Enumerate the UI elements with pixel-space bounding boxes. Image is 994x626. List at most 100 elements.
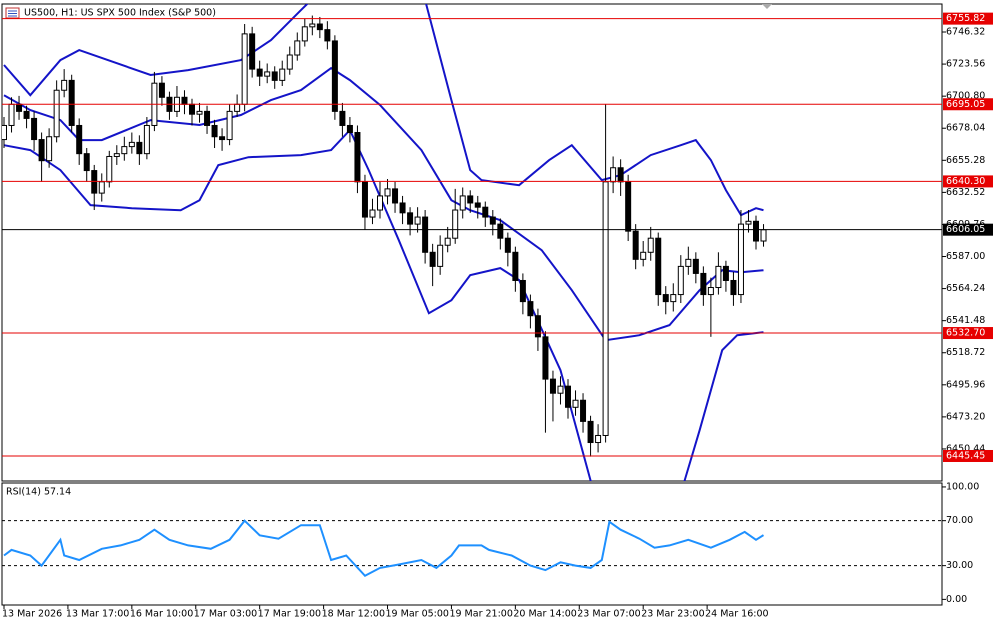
x-tick-label: 17 Mar 03:00 xyxy=(194,609,257,620)
level-label-box xyxy=(943,175,993,188)
x-tick-label: 23 Mar 07:00 xyxy=(577,609,640,620)
candle-body xyxy=(617,167,624,183)
candle-body xyxy=(677,265,684,296)
candle-body xyxy=(61,79,68,91)
y-tick-label: 6723.56 xyxy=(946,59,985,70)
candle-body xyxy=(377,195,383,211)
candle-body xyxy=(241,33,248,105)
candle-body xyxy=(580,399,587,422)
candle-body xyxy=(279,68,286,81)
candle-body xyxy=(339,110,346,126)
candle-body xyxy=(46,136,53,162)
y-tick-label: 30.00 xyxy=(946,560,973,571)
level-label: 6532.70 xyxy=(946,328,985,339)
y-tick-label: 6655.28 xyxy=(946,155,985,166)
candle-body xyxy=(204,110,211,126)
candle-body xyxy=(211,124,218,138)
candle-body xyxy=(497,223,504,239)
candle-body xyxy=(572,399,579,408)
x-tick-label: 24 Mar 16:00 xyxy=(705,609,768,620)
y-tick-label: 6587.00 xyxy=(946,251,985,262)
candle-body xyxy=(301,26,308,42)
candle-body xyxy=(249,33,256,70)
candle-body xyxy=(189,103,195,115)
candle-body xyxy=(219,136,226,141)
candle-body xyxy=(68,79,75,126)
x-tick-label: 13 Mar 2026 xyxy=(2,609,62,620)
candle-body xyxy=(256,68,263,77)
candle-body xyxy=(640,251,647,260)
candle-body xyxy=(760,229,767,242)
candle-body xyxy=(549,378,556,394)
candle-body xyxy=(414,216,421,225)
candle-body xyxy=(437,244,444,267)
candle-body xyxy=(670,294,677,303)
candle-body xyxy=(286,54,293,70)
candle-body xyxy=(143,124,150,155)
candle-body xyxy=(534,315,541,338)
bollinger-band xyxy=(3,66,764,342)
chart-icon xyxy=(5,7,20,19)
candle-body xyxy=(422,216,429,253)
candle-body xyxy=(158,82,165,98)
candle-body xyxy=(361,181,368,218)
y-tick-label: 6495.96 xyxy=(946,379,985,390)
y-tick-label: 6632.52 xyxy=(946,187,985,198)
candle-body xyxy=(2,124,7,141)
y-tick-label: 0.00 xyxy=(946,594,967,605)
candle-body xyxy=(234,103,241,112)
candle-body xyxy=(692,258,699,274)
level-label: 6606.05 xyxy=(946,224,985,235)
candle-body xyxy=(16,103,23,112)
rsi-plot xyxy=(2,519,942,578)
candle-body xyxy=(512,251,519,281)
candle-body xyxy=(331,40,338,112)
main-plot xyxy=(2,4,767,481)
candle-body xyxy=(565,385,571,408)
candle-body xyxy=(632,230,639,260)
rsi-panel-frame xyxy=(1,482,943,606)
candle-body xyxy=(610,167,617,183)
candle-body xyxy=(482,206,489,218)
candle-body xyxy=(181,96,188,105)
candle-body xyxy=(602,181,609,436)
x-tick-label: 19 Mar 21:00 xyxy=(449,609,512,620)
y-tick-label: 100.00 xyxy=(946,481,979,492)
x-tick-label: 19 Mar 05:00 xyxy=(386,609,449,620)
candle-body xyxy=(392,188,399,204)
candle-body xyxy=(557,385,564,394)
candle-body xyxy=(354,132,361,183)
candle-body xyxy=(459,195,466,211)
candle-body xyxy=(625,181,632,232)
candle-body xyxy=(106,155,113,183)
rsi-label: RSI(14) 57.14 xyxy=(6,487,71,498)
candle-body xyxy=(595,434,602,444)
x-tick-label: 18 Mar 12:00 xyxy=(322,609,385,620)
candle-body xyxy=(294,40,301,56)
x-tick-label: 16 Mar 10:00 xyxy=(130,609,193,620)
candle-body xyxy=(489,216,496,225)
chart-title: US500, H1: US SPX 500 Index (S&P 500) xyxy=(24,8,216,19)
candle-body xyxy=(745,220,752,225)
candle-body xyxy=(467,195,474,204)
y-tick-label: 6746.32 xyxy=(946,27,985,38)
candle-body xyxy=(685,258,692,267)
candle-body xyxy=(264,71,271,77)
candle-body xyxy=(429,251,436,267)
candle-body xyxy=(83,153,90,172)
y-tick-label: 70.00 xyxy=(946,515,973,526)
candle-body xyxy=(196,110,203,115)
y-tick-label: 6678.04 xyxy=(946,123,985,134)
x-tick-label: 17 Mar 19:00 xyxy=(258,609,321,620)
candle-body xyxy=(519,279,526,303)
candle-body xyxy=(715,265,722,289)
candle-body xyxy=(737,223,744,296)
candle-body xyxy=(8,103,15,126)
y-tick-label: 6450.44 xyxy=(946,443,985,454)
candle-body xyxy=(271,71,278,81)
candle-body xyxy=(722,265,729,281)
candle-body xyxy=(452,209,459,239)
candle-body xyxy=(753,220,759,242)
candle-body xyxy=(38,139,45,162)
